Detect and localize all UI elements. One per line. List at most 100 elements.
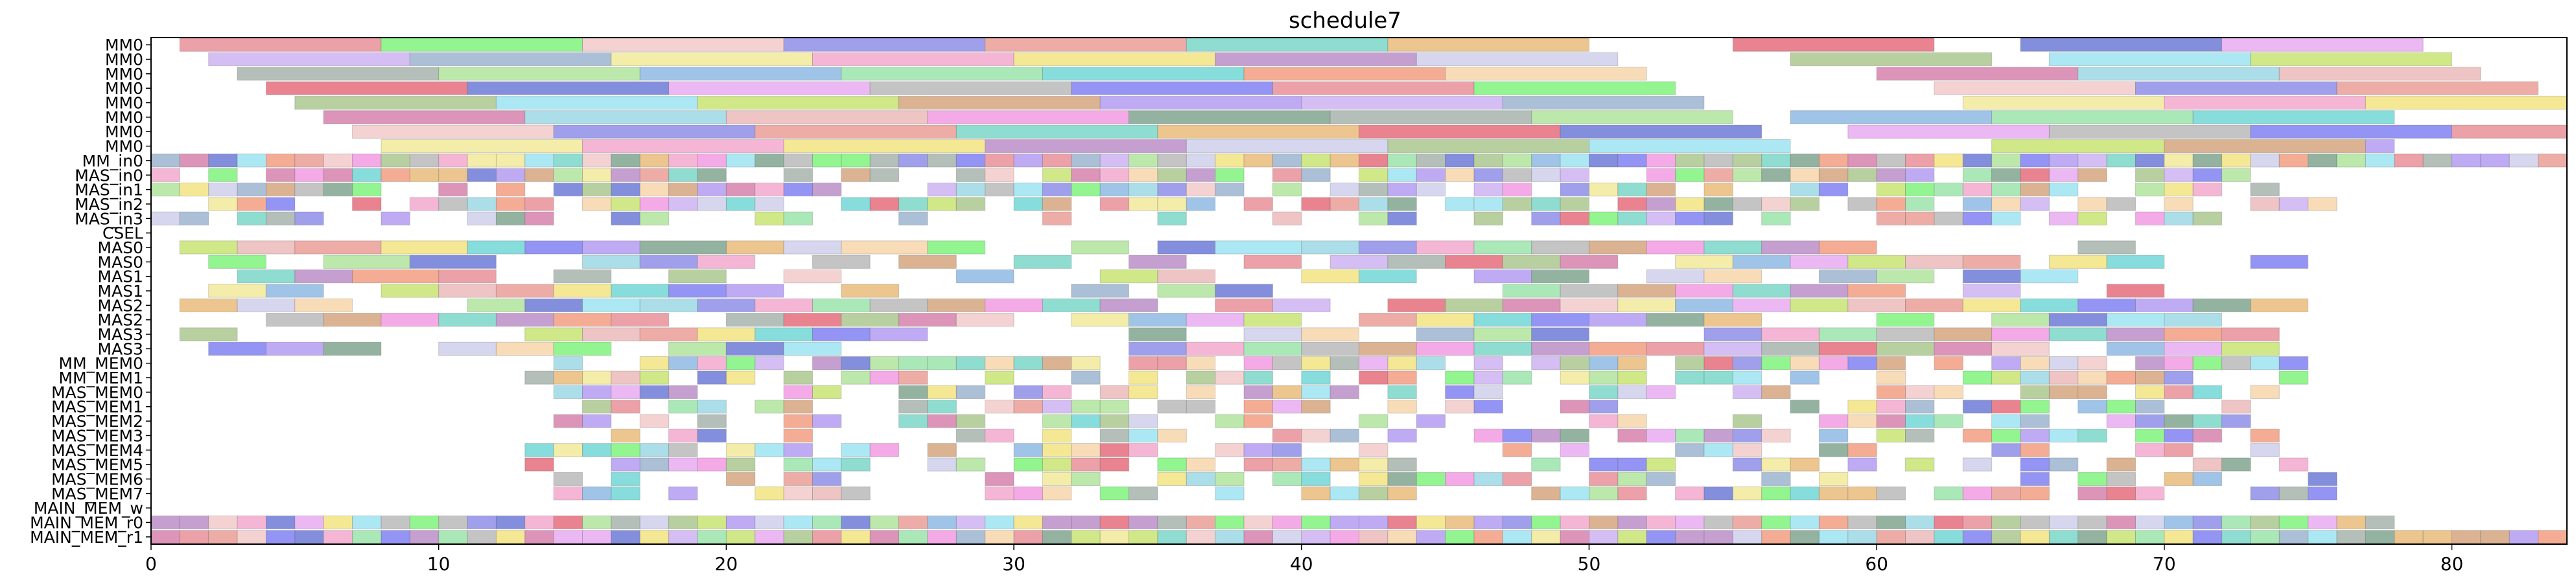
- x-tick-label: 60: [1865, 553, 1888, 575]
- schedule-bar: [1359, 486, 1388, 501]
- schedule-bar: [1042, 414, 1072, 428]
- schedule-bar: [582, 255, 640, 269]
- schedule-bar: [1646, 168, 1676, 182]
- schedule-bar: [1416, 472, 1446, 486]
- schedule-bar: [1099, 443, 1130, 457]
- schedule-bar: [639, 530, 670, 544]
- schedule-bar: [1876, 327, 1935, 341]
- schedule-bar: [841, 530, 871, 544]
- schedule-bar: [697, 197, 727, 211]
- schedule-bar: [1157, 428, 1187, 443]
- schedule-bar: [1589, 486, 1619, 501]
- schedule-bar: [1991, 139, 2165, 154]
- schedule-bar: [2192, 182, 2223, 197]
- schedule-bar: [1243, 67, 1446, 81]
- schedule-bar: [381, 211, 410, 225]
- schedule-bar: [1243, 341, 1302, 356]
- schedule-bar: [495, 95, 698, 110]
- y-tick-label: MM0: [105, 94, 143, 113]
- schedule-bar: [1905, 457, 1935, 472]
- schedule-bar: [1531, 428, 1561, 443]
- schedule-bar: [898, 530, 928, 544]
- schedule-bar: [1387, 168, 1417, 182]
- schedule-bar: [783, 211, 813, 225]
- schedule-bar: [1473, 211, 1503, 225]
- schedule-bar: [1301, 269, 1360, 284]
- schedule-bar: [438, 284, 497, 298]
- y-tick-label: MAS_MEM5: [51, 455, 143, 474]
- schedule-bar: [2164, 139, 2366, 154]
- schedule-bar: [1272, 443, 1302, 457]
- schedule-bar: [1473, 356, 1503, 371]
- schedule-bar: [1329, 385, 1360, 400]
- schedule-bar: [467, 211, 497, 225]
- schedule-bar: [438, 341, 497, 356]
- schedule-bar: [237, 530, 267, 544]
- schedule-bar: [1445, 472, 1475, 486]
- schedule-bar: [1502, 197, 1532, 211]
- schedule-bar: [2164, 428, 2194, 443]
- schedule-bar: [524, 154, 554, 168]
- schedule-bar: [1129, 428, 1158, 443]
- schedule-bar: [869, 515, 900, 530]
- schedule-bar: [1704, 240, 1762, 255]
- schedule-bar: [1502, 443, 1532, 457]
- schedule-bar: [150, 211, 180, 225]
- schedule-bar: [1301, 428, 1331, 443]
- schedule-bar: [2308, 486, 2337, 501]
- schedule-bar: [2135, 515, 2165, 530]
- schedule-bar: [1186, 515, 1216, 530]
- schedule-bar: [2048, 211, 2079, 225]
- schedule-bar: [1732, 457, 1762, 472]
- schedule-bar: [2106, 530, 2137, 544]
- schedule-bar: [2078, 154, 2107, 168]
- schedule-bar: [668, 486, 698, 501]
- schedule-bar: [2164, 341, 2223, 356]
- schedule-bar: [1761, 457, 1791, 472]
- schedule-bar: [1445, 168, 1475, 182]
- schedule-bar: [1589, 457, 1619, 472]
- schedule-bar: [438, 515, 468, 530]
- schedule-bar: [1129, 341, 1187, 356]
- schedule-bar: [1157, 182, 1187, 197]
- schedule-bar: [955, 269, 1014, 284]
- schedule-bar: [1675, 486, 1705, 501]
- schedule-bar: [927, 182, 957, 197]
- schedule-bar: [323, 110, 526, 124]
- y-tick-label: MM0: [105, 79, 143, 98]
- schedule-bar: [2020, 356, 2050, 371]
- schedule-bar: [524, 327, 583, 341]
- schedule-bar: [2480, 530, 2510, 544]
- schedule-bar: [725, 197, 756, 211]
- schedule-bar: [2078, 168, 2107, 182]
- schedule-bar: [150, 182, 180, 197]
- schedule-bar: [1157, 515, 1187, 530]
- schedule-bar: [1962, 298, 2021, 313]
- schedule-bar: [2365, 530, 2395, 544]
- schedule-bar: [985, 298, 1043, 313]
- schedule-bar: [409, 154, 439, 168]
- schedule-bar: [323, 154, 353, 168]
- schedule-bar: [1071, 515, 1101, 530]
- y-tick-label: MM_in0: [82, 152, 143, 170]
- schedule-bar: [697, 428, 727, 443]
- schedule-bar: [898, 371, 928, 385]
- schedule-bar: [352, 269, 439, 284]
- schedule-bar: [1531, 341, 1589, 356]
- schedule-bar: [898, 255, 957, 269]
- schedule-bar: [467, 298, 526, 313]
- schedule-bar: [2164, 211, 2194, 225]
- schedule-bar: [1560, 284, 1619, 298]
- schedule-bar: [1617, 154, 1647, 168]
- schedule-bar: [1473, 81, 1676, 95]
- schedule-bar: [869, 356, 900, 371]
- x-tick-label: 50: [1578, 553, 1601, 575]
- schedule-bar: [1991, 414, 2021, 428]
- schedule-bar: [783, 385, 813, 400]
- schedule-bar: [755, 530, 784, 544]
- schedule-bar: [2538, 530, 2568, 544]
- schedule-bar: [1473, 269, 1532, 284]
- schedule-bar: [955, 182, 986, 197]
- schedule-bar: [1790, 356, 1820, 371]
